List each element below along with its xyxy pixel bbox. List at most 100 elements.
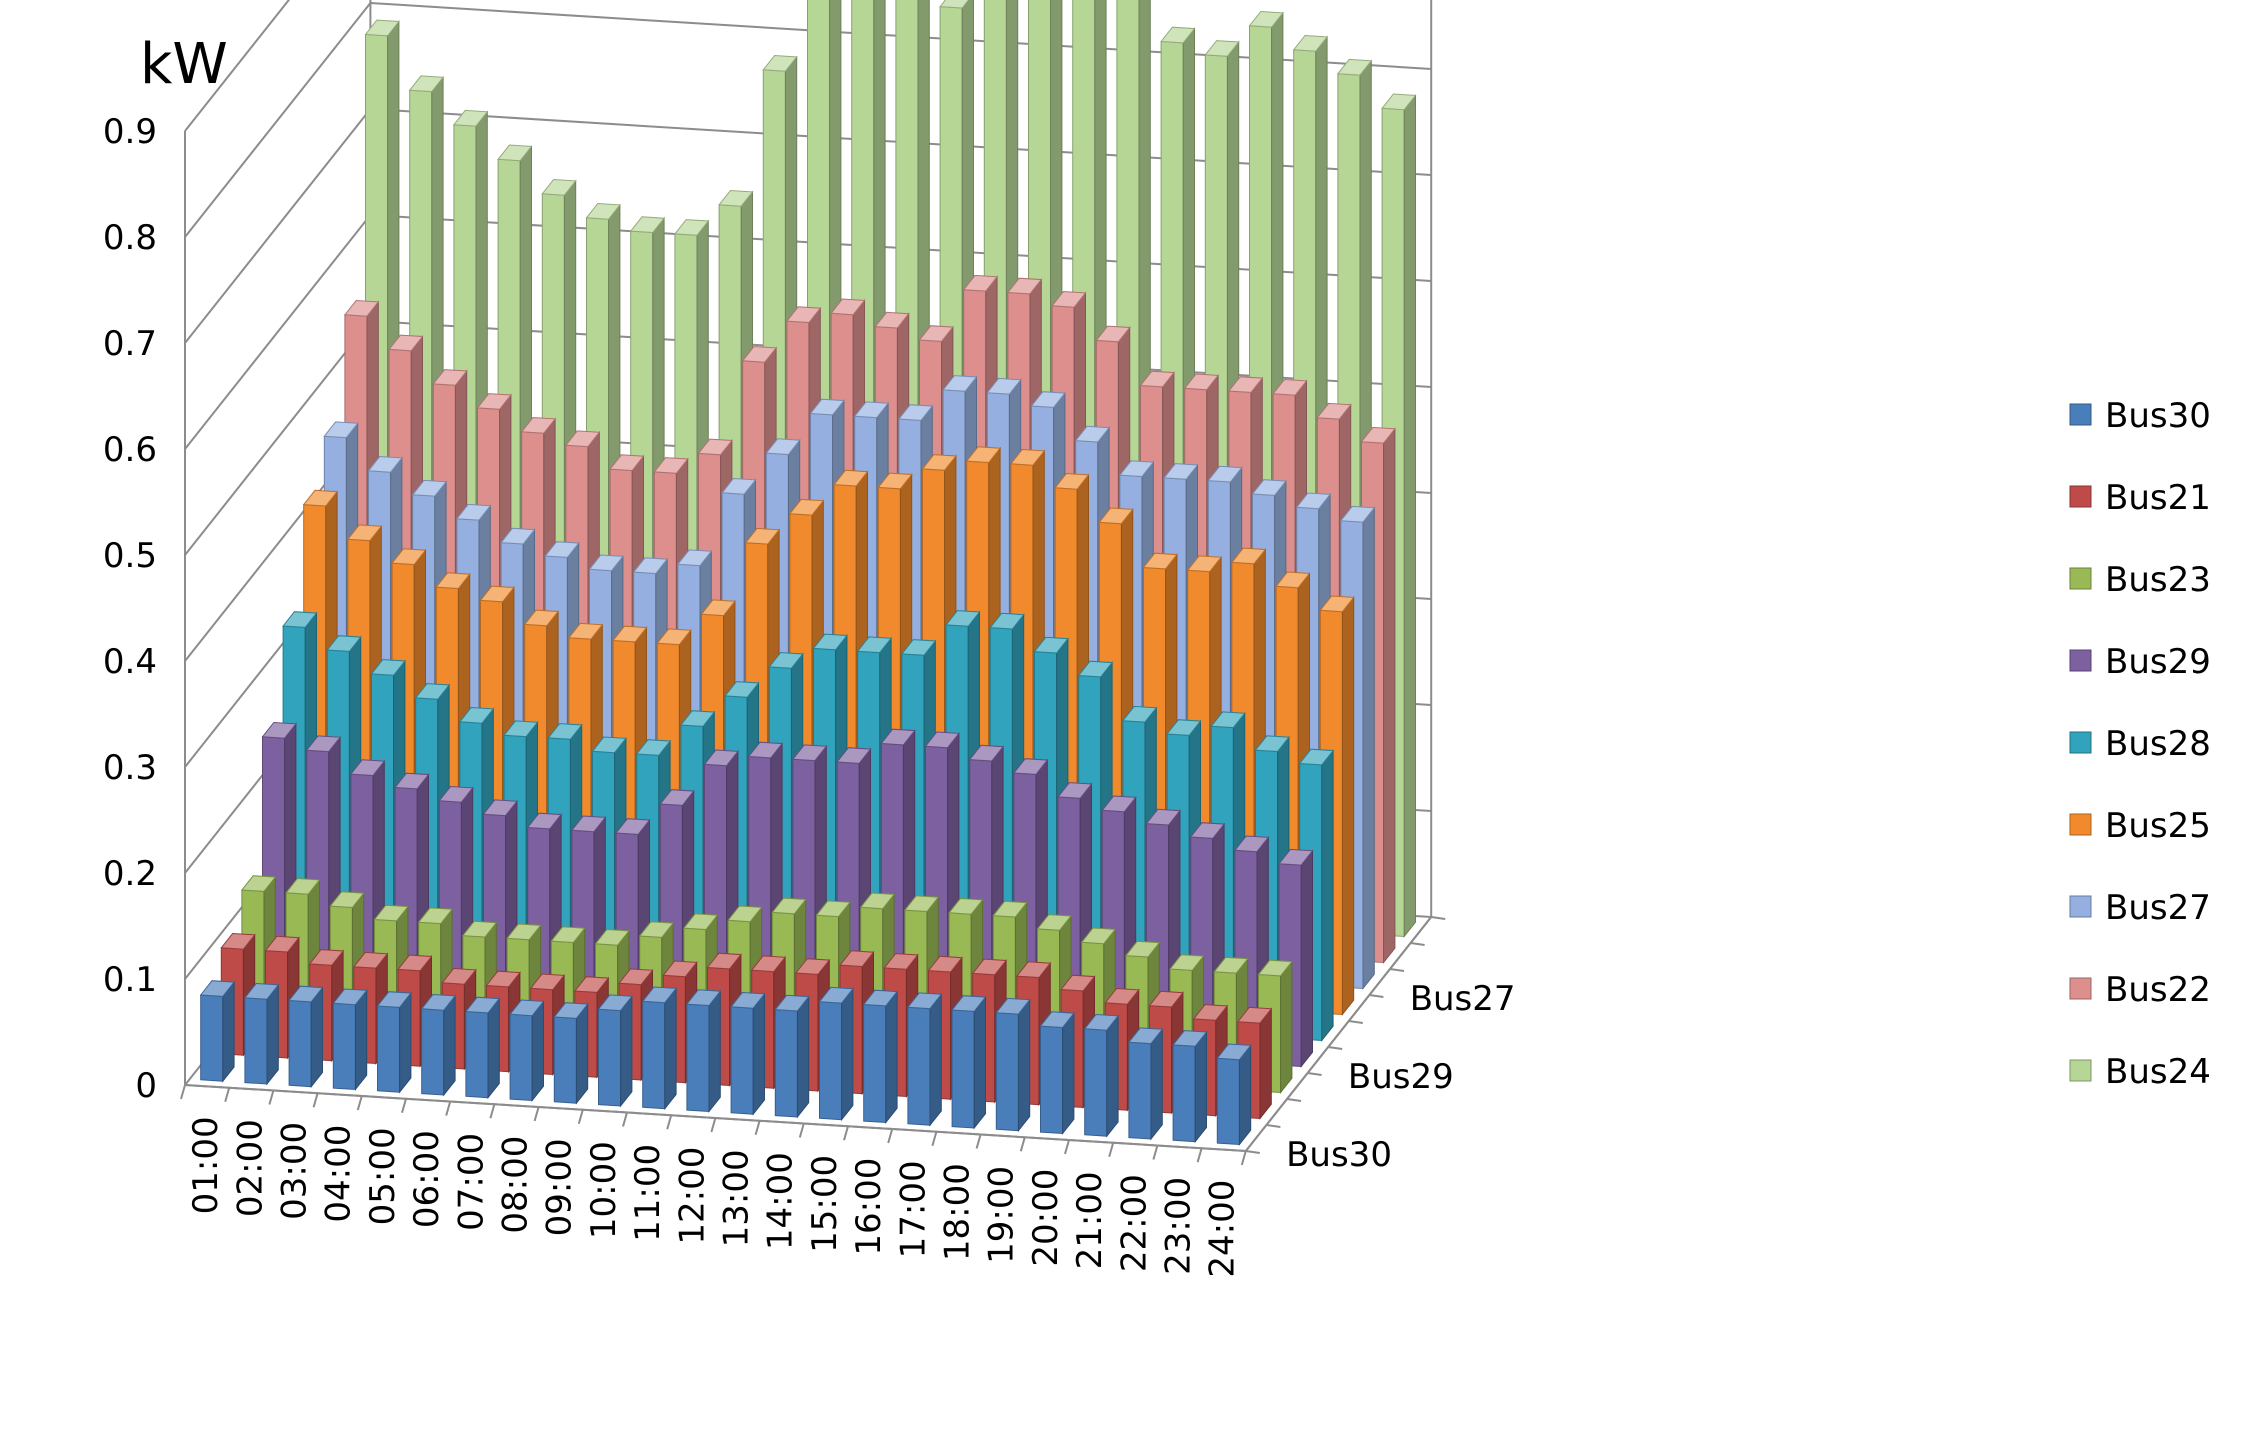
bar-top [591,736,627,754]
legend-label: Bus28 [2105,724,2211,764]
bar-side [796,995,810,1119]
bar-top [1278,848,1314,866]
x-tick-mark [1108,1142,1115,1158]
legend-item: Bus21 [2069,478,2211,518]
legend-item: Bus27 [2069,888,2211,928]
bar-side [443,994,456,1097]
bar-top [438,785,474,803]
bar-top [682,913,719,931]
x-tick-label: 16:00 [849,1158,889,1256]
bar-top [903,895,940,913]
legend-label: Bus29 [2105,642,2211,682]
bar-top [588,554,624,572]
bar-top [261,721,297,739]
bar-side [1259,1007,1272,1120]
bar-side [841,987,854,1122]
bar-top [768,652,804,669]
legend-label: Bus25 [2105,806,2211,846]
bar-front [774,1009,798,1118]
bar-top [862,989,899,1007]
bar-top [880,728,916,746]
bar-top [476,393,512,410]
bar-top [833,469,869,487]
bar-top [1230,547,1267,565]
depth-tick-mark [1286,1098,1302,1102]
bar-top [685,989,722,1007]
x-tick-label: 08:00 [496,1136,536,1234]
bar-top [853,401,890,419]
bar-side [1106,1014,1119,1138]
bar-top [547,723,583,740]
bar-top [924,731,960,749]
bar-top [455,503,492,521]
bar-side [1150,1027,1163,1141]
x-tick-label: 10:00 [584,1141,624,1239]
depth-tick-mark [1389,968,1405,972]
bar-top [986,377,1022,395]
bar-top [629,216,666,234]
bar-side [1280,960,1293,1094]
bar-top [785,306,822,324]
depth-tick-mark [1369,994,1384,998]
bar-top [550,926,586,944]
bar-top [391,548,427,566]
bar-front [907,1006,931,1126]
x-tick-label: 20:00 [1026,1169,1066,1267]
depth-tick-mark [1410,942,1425,946]
chart-axes [180,916,1446,1166]
bar-top [679,710,716,727]
bar-top [653,457,689,474]
x-tick-label: 21:00 [1070,1171,1110,1269]
bar-top [1339,505,1376,523]
bar-Bus30-19:00 [995,997,1031,1133]
y-tick-label: 0.5 [103,536,157,576]
bar-top [815,900,851,918]
bar-Bus30-01:00 [199,980,236,1083]
bar-top [874,311,910,329]
x-tick-label: 11:00 [628,1144,668,1242]
bar-top [1036,914,1072,931]
bar-top [673,219,710,236]
y-tick-label: 0.4 [103,642,157,682]
bar-top [839,950,875,968]
bar-top [747,741,784,759]
bar-top [812,633,848,651]
bar-top [1012,758,1049,775]
bar-top [352,951,389,969]
bar-top [397,954,433,972]
y-tick-label: 0.3 [103,748,157,788]
x-tick-mark [356,1095,363,1111]
bar-top [1054,472,1090,490]
bar-top [1095,325,1131,343]
legend-label: Bus30 [2105,396,2211,436]
bar-top [750,955,787,973]
y-tick-label: 0.8 [103,218,157,258]
bar-top [288,985,324,1003]
bar-top [830,298,866,316]
bar-top [1216,1043,1252,1061]
bar-top [1057,782,1093,799]
x-tick-mark [1019,1136,1026,1152]
bar-front [951,1009,975,1129]
x-tick-mark [1064,1139,1070,1155]
depth-tick-mark [1245,1150,1260,1154]
bar-top [1336,58,1373,76]
bar-top [638,921,675,938]
bar-top [302,489,339,507]
depth-tick-mark [1307,1072,1322,1076]
x-tick-label: 12:00 [672,1147,712,1245]
bar-top [971,958,1008,976]
x-tick-label: 04:00 [319,1125,359,1223]
bar-top [1192,1004,1229,1021]
bar-Bus30-16:00 [862,989,899,1124]
legend-item: Bus22 [2069,970,2211,1010]
bar-side [1062,1011,1075,1135]
bar-top [523,609,560,627]
bar-top [1039,1011,1075,1029]
bar-side [929,992,942,1127]
bar-top [856,636,893,654]
bar-top [918,325,954,342]
legend-swatch [2069,1059,2092,1082]
legend-item: Bus23 [2069,560,2211,600]
